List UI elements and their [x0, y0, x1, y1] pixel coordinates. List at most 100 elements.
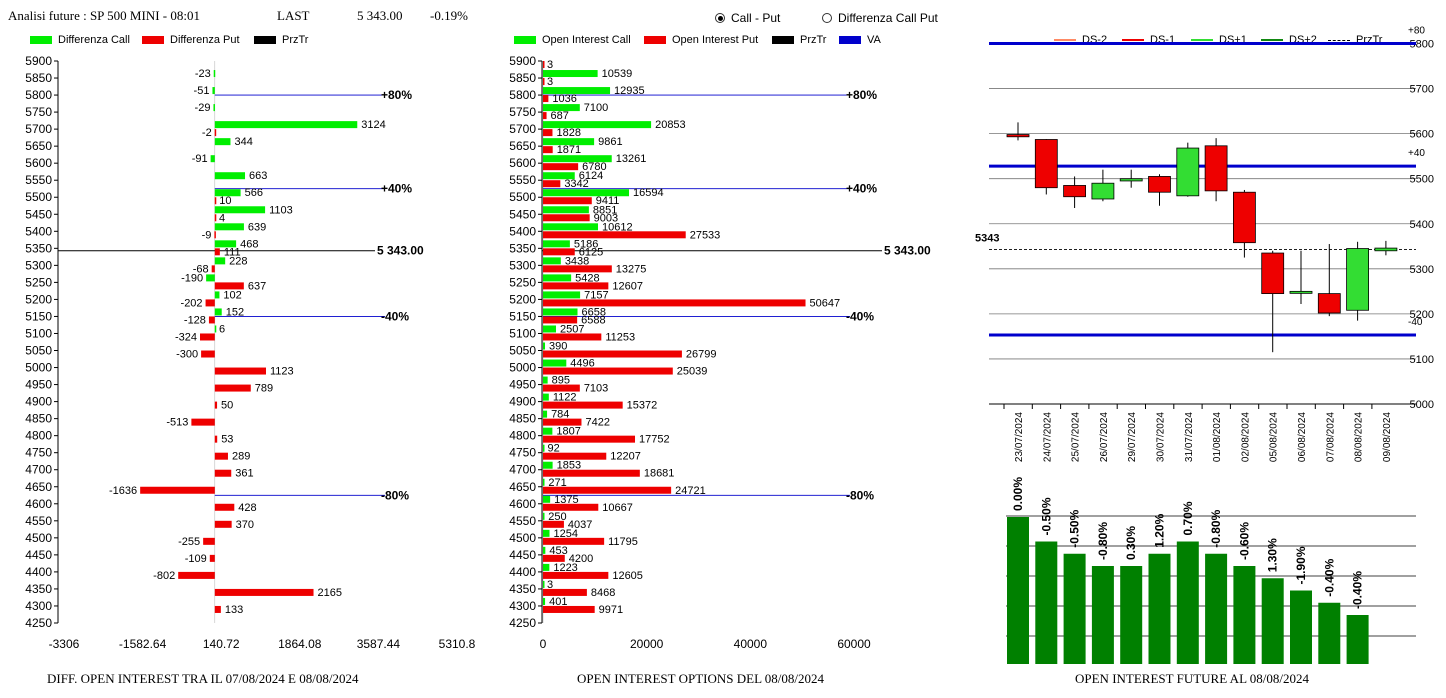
- call-bar-label: 5186: [574, 238, 598, 250]
- radio-diff-call-put[interactable]: Differenza Call Put: [822, 11, 938, 25]
- y-tick-label: 5500: [509, 190, 536, 204]
- put-bar: [543, 112, 547, 120]
- va-level-label: -40%: [846, 309, 874, 323]
- put-bar-label: -300: [176, 349, 198, 361]
- put-bar: [214, 520, 232, 528]
- radio-call-put[interactable]: Call - Put: [715, 11, 780, 25]
- y-tick-label: 4800: [25, 429, 52, 443]
- call-bar: [543, 546, 546, 554]
- call-bar: [214, 121, 358, 129]
- legend-label: PrzTr: [800, 34, 827, 46]
- oi-future-bar: [1091, 566, 1114, 664]
- put-bar: [543, 197, 592, 205]
- put-bar-label: 25039: [677, 366, 708, 378]
- put-bar-label: -68: [193, 263, 209, 275]
- put-bar-label: 7103: [584, 383, 608, 395]
- y-tick-label: 5850: [25, 71, 52, 85]
- oi-future-bar: [1063, 553, 1086, 664]
- oi-future-bar: [1007, 517, 1029, 664]
- candle-up: [1346, 248, 1370, 311]
- put-bar: [543, 316, 578, 324]
- y-tick-label: 5500: [25, 190, 52, 204]
- call-bar: [543, 274, 572, 282]
- put-bar: [178, 571, 215, 579]
- y-tick-label: 5050: [25, 344, 52, 358]
- y-tick-label: 4600: [509, 497, 536, 511]
- x-tick-label: 140.72: [203, 637, 240, 651]
- x-tick-label: 60000: [837, 637, 871, 651]
- put-bar: [543, 571, 609, 579]
- y-tick-label: 5250: [509, 275, 536, 289]
- instrument-title: Analisi future : SP 500 MINI - 08:01: [8, 8, 200, 23]
- call-bar: [543, 580, 545, 588]
- x-tick-label: 25/07/2024: [1071, 412, 1082, 462]
- y-tick-label: 4700: [509, 463, 536, 477]
- put-bar: [543, 282, 609, 290]
- put-bar-label: -802: [153, 570, 175, 582]
- put-bar-label: 11795: [608, 536, 638, 548]
- candle-down: [1204, 145, 1228, 192]
- put-bar-label: -513: [166, 417, 188, 429]
- put-bar: [214, 503, 235, 511]
- oi-future-label: -0.50%: [1039, 497, 1053, 535]
- put-bar-label: 10: [219, 195, 231, 207]
- legend-label: Differenza Put: [170, 34, 240, 46]
- y-tick-label: 5100: [509, 326, 536, 340]
- put-bar-label: 26799: [686, 349, 717, 361]
- call-bar: [543, 308, 578, 316]
- call-bar-label: 20853: [655, 119, 686, 131]
- y-tick-label: 5900: [509, 54, 536, 68]
- legend-swatch: [142, 36, 164, 44]
- y-tick-label: 4500: [25, 531, 52, 545]
- x-tick-label: 30/07/2024: [1156, 412, 1167, 462]
- call-bar-label: -29: [195, 102, 211, 114]
- oi-future-bar: [1318, 602, 1341, 664]
- put-bar: [543, 469, 640, 477]
- candle-down: [1232, 191, 1256, 244]
- put-bar: [214, 605, 221, 613]
- y-tick-label: 5600: [25, 156, 52, 170]
- y-tick-label: 4250: [509, 616, 536, 630]
- call-bar: [214, 172, 246, 180]
- call-bar: [543, 427, 553, 435]
- y-tick-label: 5000: [25, 361, 52, 375]
- y-tick-label: 5800: [1410, 39, 1434, 51]
- y-tick-label: 5400: [509, 224, 536, 238]
- call-bar: [543, 461, 553, 469]
- call-bar: [543, 104, 580, 112]
- y-tick-label: 5000: [1410, 399, 1434, 411]
- put-bar-label: -109: [185, 553, 207, 565]
- y-tick-label: 5600: [509, 156, 536, 170]
- put-bar-label: 11253: [605, 331, 635, 343]
- legend-oi-call: Open Interest Call: [514, 34, 631, 46]
- x-tick-label: 06/08/2024: [1297, 412, 1308, 462]
- call-bar-label: 1223: [553, 562, 577, 574]
- put-bar: [214, 367, 267, 375]
- candle-up: [1176, 147, 1200, 197]
- oi-future-bar: [1176, 541, 1199, 664]
- y-tick-label: 4650: [509, 480, 536, 494]
- call-bar: [543, 223, 599, 231]
- radio-unselected-icon: [822, 13, 832, 23]
- y-tick-label: 4900: [25, 395, 52, 409]
- y-tick-label: 5550: [509, 173, 536, 187]
- call-bar: [543, 529, 550, 537]
- oi-future-label: 0.00%: [1011, 477, 1025, 511]
- put-bar-label: 7422: [585, 417, 609, 429]
- y-tick-label: 5250: [25, 275, 52, 289]
- put-bar-label: 15372: [627, 400, 658, 412]
- call-bar-label: 453: [549, 545, 567, 557]
- call-bar-label: 6124: [579, 170, 603, 182]
- put-bar-label: 12607: [612, 280, 643, 292]
- y-tick-label: 4300: [509, 599, 536, 613]
- call-bar-label: 13261: [616, 153, 647, 165]
- put-bar: [214, 231, 216, 239]
- put-bar: [543, 350, 682, 358]
- x-tick-label: 31/07/2024: [1184, 412, 1195, 462]
- call-bar: [543, 342, 546, 350]
- call-bar: [543, 393, 549, 401]
- x-tick-label: 05/08/2024: [1269, 412, 1280, 462]
- put-bar: [543, 299, 806, 307]
- y-tick-label: 5300: [509, 258, 536, 272]
- radio-selected-icon: [715, 13, 725, 23]
